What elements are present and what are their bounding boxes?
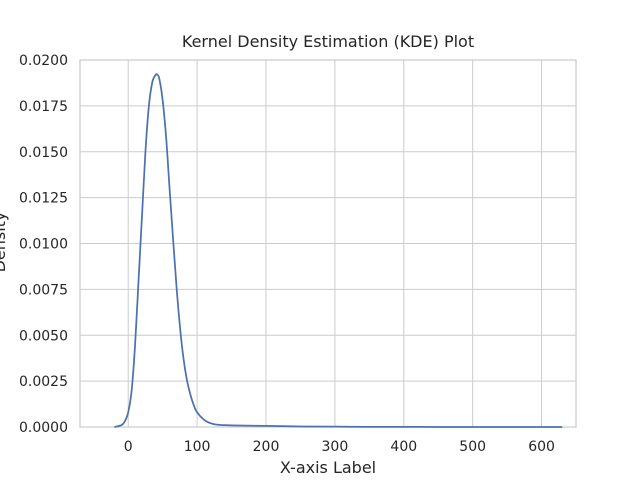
y-tick-label: 0.0050 (19, 328, 68, 344)
chart-title: Kernel Density Estimation (KDE) Plot (181, 32, 475, 51)
y-tick-label: 0.0000 (19, 420, 68, 436)
x-tick-label: 500 (459, 439, 486, 455)
grid (80, 59, 576, 428)
y-tick-label: 0.0100 (19, 237, 68, 253)
y-axis-label: Density (0, 211, 9, 273)
x-tick-label: 300 (322, 439, 349, 455)
y-tick-label: 0.0150 (19, 145, 68, 161)
y-tick-label: 0.0025 (19, 374, 68, 390)
y-tick-label: 0.0075 (19, 282, 68, 298)
y-axis-ticks: 0.0000 0.0025 0.0050 0.0075 0.0100 0.0125 0.01… (19, 53, 68, 436)
y-tick-label: 0.0125 (19, 191, 68, 207)
x-tick-label: 600 (528, 439, 555, 455)
y-tick-label: 0.0175 (19, 99, 68, 115)
x-tick-label: 100 (184, 439, 211, 455)
x-tick-label: 0 (124, 439, 133, 455)
y-tick-label: 0.0200 (19, 53, 68, 69)
x-tick-label: 200 (253, 439, 280, 455)
x-tick-label: 400 (390, 439, 417, 455)
kde-curve (114, 73, 563, 428)
x-axis-ticks: 0 100 200 300 400 500 600 (124, 439, 555, 455)
x-axis-label: X-axis Label (279, 458, 377, 477)
